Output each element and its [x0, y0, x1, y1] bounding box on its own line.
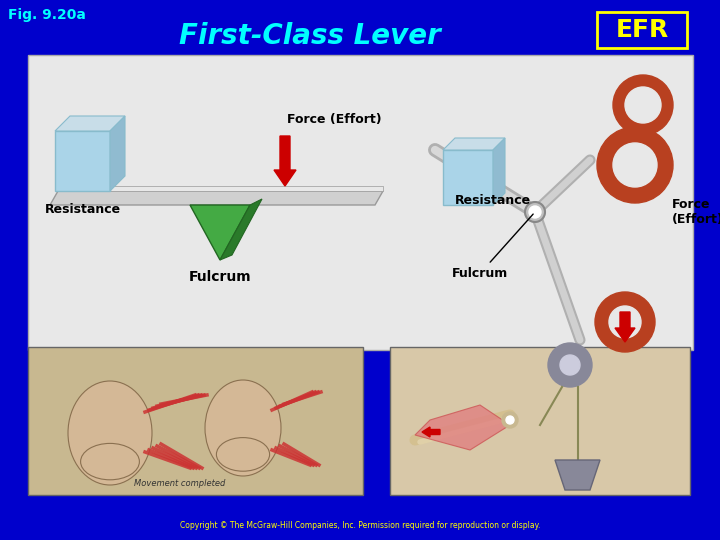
Polygon shape [443, 138, 505, 150]
Circle shape [502, 412, 518, 428]
Circle shape [597, 127, 673, 203]
Bar [28, 347, 363, 495]
Text: Resistance: Resistance [45, 203, 121, 216]
Circle shape [609, 306, 641, 338]
Circle shape [613, 75, 673, 135]
Bar [390, 347, 690, 495]
Polygon shape [493, 138, 505, 205]
Polygon shape [415, 405, 510, 450]
Text: Movement completed: Movement completed [135, 479, 225, 488]
Ellipse shape [217, 437, 269, 471]
Polygon shape [58, 186, 383, 191]
FancyArrow shape [274, 136, 296, 186]
Circle shape [613, 143, 657, 187]
Circle shape [625, 87, 661, 123]
Circle shape [548, 343, 592, 387]
Circle shape [506, 416, 514, 424]
Polygon shape [50, 191, 383, 205]
Text: Force (Effort): Force (Effort) [287, 113, 382, 126]
Polygon shape [55, 116, 125, 131]
Circle shape [529, 206, 541, 218]
FancyBboxPatch shape [597, 12, 687, 48]
Text: EFR: EFR [616, 18, 669, 42]
Ellipse shape [68, 381, 152, 485]
Polygon shape [555, 460, 600, 490]
Ellipse shape [205, 380, 281, 476]
Polygon shape [110, 116, 125, 191]
Bar [28, 55, 693, 350]
Text: Copyright © The McGraw-Hill Companies, Inc. Permission required for reproduction: Copyright © The McGraw-Hill Companies, I… [180, 521, 540, 530]
Text: Force
(Effort): Force (Effort) [672, 198, 720, 226]
Bar [443, 150, 493, 205]
FancyArrow shape [615, 312, 635, 342]
Polygon shape [220, 199, 262, 260]
Circle shape [595, 292, 655, 352]
Bar [55, 131, 110, 191]
Text: Fulcrum: Fulcrum [189, 270, 251, 284]
Text: Resistance: Resistance [455, 194, 531, 207]
Text: First-Class Lever: First-Class Lever [179, 22, 441, 50]
Circle shape [525, 202, 545, 222]
FancyArrow shape [422, 427, 440, 437]
Circle shape [560, 355, 580, 375]
Ellipse shape [81, 443, 140, 480]
Text: Fig. 9.20a: Fig. 9.20a [8, 8, 86, 22]
Text: Fulcrum: Fulcrum [452, 214, 533, 280]
Polygon shape [190, 205, 250, 260]
